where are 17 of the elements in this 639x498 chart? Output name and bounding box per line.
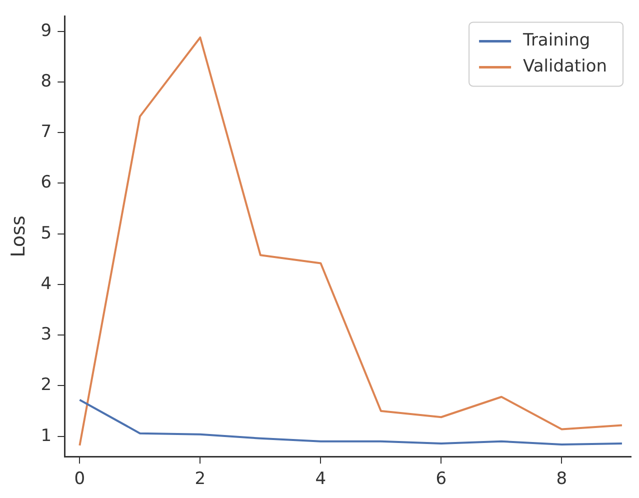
- y-tick-label: 4: [40, 274, 52, 294]
- y-tick-label: 8: [40, 71, 52, 92]
- x-tick-label: 8: [556, 469, 568, 490]
- y-tick-label: 6: [40, 172, 52, 193]
- y-axis-title: Loss: [7, 216, 30, 258]
- x-tick-label: 0: [74, 469, 86, 490]
- y-tick-label: 3: [40, 324, 52, 345]
- y-tick-label: 1: [40, 426, 52, 446]
- y-tick-label: 5: [40, 223, 52, 244]
- y-tick-label: 7: [40, 122, 52, 142]
- legend-label: Training: [522, 30, 590, 51]
- y-tick-label: 2: [40, 375, 52, 396]
- legend-label: Validation: [523, 56, 608, 77]
- x-tick-label: 4: [315, 469, 326, 490]
- x-tick-label: 6: [436, 469, 447, 490]
- y-tick-label: 9: [40, 20, 52, 41]
- x-tick-label: 2: [194, 469, 206, 490]
